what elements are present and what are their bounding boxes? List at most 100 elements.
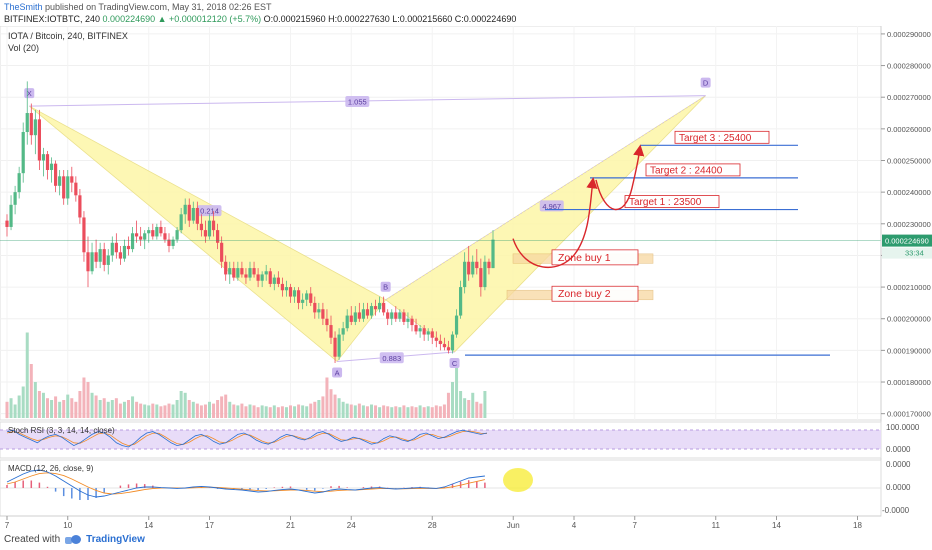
volume-bar — [297, 404, 301, 418]
price-tick-label: 0.000290000 — [887, 30, 931, 39]
volume-bar — [66, 394, 70, 418]
macd-axis-bottom: -0.0000 — [882, 506, 910, 515]
volume-bar — [467, 400, 471, 418]
time-tick-label: 14 — [772, 521, 781, 530]
candle-body — [394, 312, 398, 319]
candle-body — [467, 261, 471, 275]
volume-bar — [361, 405, 365, 418]
candle-body — [66, 176, 70, 199]
candle-body — [268, 271, 272, 284]
volume-bar — [349, 404, 353, 418]
volume-bar — [301, 405, 305, 418]
candle-body — [122, 245, 127, 259]
candle-body — [220, 242, 224, 262]
volume-bar — [228, 401, 232, 418]
symbol-name: BITFINEX:IOTBTC, 240 — [4, 14, 101, 24]
chart-canvas[interactable]: X A B C D 0.214 0.883 4.967 1.055 Target 1 : 235… — [0, 26, 932, 532]
candle-body — [183, 204, 187, 215]
point-label: B — [383, 283, 388, 292]
candles — [5, 81, 495, 364]
volume-bar — [220, 396, 224, 418]
candle-body — [475, 261, 479, 269]
candle-body — [353, 312, 357, 322]
candle-body — [25, 113, 29, 133]
volume-bar — [374, 405, 378, 418]
volume-bar — [390, 407, 394, 418]
candle-body — [114, 242, 118, 253]
volume-bar — [329, 389, 333, 418]
volume-bar — [289, 405, 292, 418]
volume-bar — [21, 386, 25, 418]
macd-pane: MACD (12, 26, close, 9) 0.0000 0.0000 -0… — [0, 459, 911, 517]
volume-bar — [118, 403, 122, 418]
candle-body — [479, 268, 483, 288]
ratio-badge — [539, 200, 564, 212]
volume-bar — [187, 400, 191, 418]
projection-arrows — [512, 144, 645, 268]
point-label: D — [703, 79, 709, 88]
candle-body — [297, 290, 301, 303]
candle-body — [272, 277, 276, 284]
volume-bar — [438, 406, 442, 418]
tradingview-logo-icon — [65, 535, 82, 544]
volume-bar — [418, 405, 422, 418]
volume-bar — [224, 394, 228, 418]
volume-bar — [280, 406, 284, 418]
stoch-axis-bottom: 0.0000 — [886, 445, 911, 454]
candle-body — [317, 309, 321, 313]
volume-bar — [430, 407, 434, 418]
volume-bar — [155, 404, 159, 418]
time-tick-label: 4 — [572, 521, 577, 530]
candle-body — [398, 312, 402, 319]
volume-bar — [9, 398, 13, 418]
volume-bar — [309, 403, 313, 418]
time-axis: 7 10 14 17 21 24 28 Jun 4 7 11 14 18 — [0, 515, 881, 530]
candle-body — [195, 207, 199, 224]
candle-body — [337, 334, 341, 357]
volume-bar — [272, 405, 276, 418]
point-label: X — [27, 89, 32, 98]
volume-bar — [195, 403, 199, 418]
macd-label: MACD (12, 26, close, 9) — [8, 464, 94, 473]
candle-body — [207, 220, 212, 237]
candle-body — [438, 340, 442, 345]
candle-body — [313, 302, 317, 313]
volume-bar — [365, 406, 369, 418]
volume-bar — [179, 391, 183, 418]
volume-bar — [199, 405, 203, 418]
publish-line: TheSmith published on TradingView.com, M… — [4, 2, 272, 12]
candle-body — [110, 242, 114, 256]
candle-body — [301, 299, 305, 303]
candle-body — [349, 315, 353, 322]
volume-bar — [422, 407, 426, 418]
stoch-rsi-pane: Stoch RSI (3, 3, 14, 14, close) 100.0000… — [0, 421, 920, 459]
ohlc-values: O:0.000215960 H:0.000227630 L:0.00021566… — [263, 14, 517, 24]
candle-body — [422, 328, 426, 335]
volume-bar — [244, 406, 248, 418]
projection-arrow-1 — [512, 177, 598, 268]
candle-body — [450, 334, 455, 351]
candle-body — [147, 230, 151, 234]
stoch-lines — [6, 429, 488, 448]
candle-body — [58, 176, 62, 186]
price-change: 0.000224690 ▲ +0.000012120 (+5.7%) — [102, 14, 262, 24]
zone-label: Zone buy 1 — [558, 252, 611, 264]
volume-bar — [256, 407, 260, 418]
volume-bar — [382, 405, 386, 418]
volume-bar — [147, 405, 151, 418]
author-name[interactable]: TheSmith — [4, 2, 43, 12]
zone-label-box — [551, 249, 639, 266]
price-tick-label: 0.000170000 — [887, 410, 931, 419]
candle-body — [357, 312, 361, 319]
candle-body — [70, 176, 74, 183]
volume-bar — [313, 401, 317, 418]
tradingview-brand[interactable]: TradingView — [86, 534, 145, 545]
candle-body — [139, 236, 143, 240]
candle-body — [240, 268, 244, 275]
volume-bar — [58, 401, 62, 418]
target-label-box — [674, 130, 770, 144]
volume-bar — [110, 400, 114, 418]
point-badge — [24, 88, 35, 99]
candle-body — [248, 268, 252, 278]
volume-bar — [114, 398, 118, 418]
